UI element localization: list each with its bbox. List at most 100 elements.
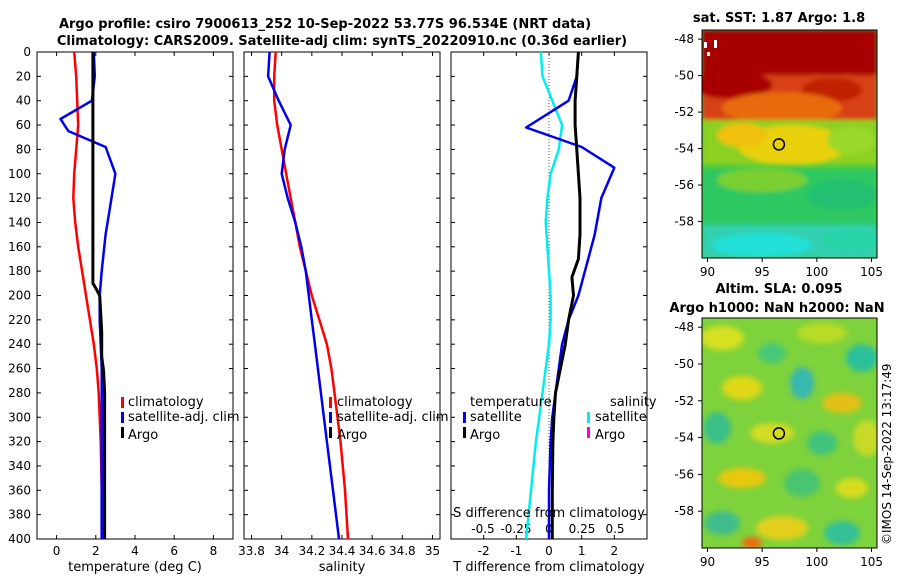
x-tick-label: 34.2 [298,544,325,558]
legend-satellite-swatch [121,412,124,423]
temperature-x-axis: 0 2 4 6 8 [53,52,217,558]
legend-argo-swatch [329,427,332,438]
salinity-series [266,51,350,540]
depth-tick-label: 220 [8,313,31,327]
temperature-xlabel: temperature (deg C) [68,560,202,575]
map-y-tick-label: -50 [674,357,694,371]
difference-panel: -2 -1 0 1 2 -0.5 -0.25 0 0.25 0.5 S difference f… [450,51,657,575]
difference-series [524,51,616,540]
legend-climatology-swatch [329,397,332,408]
x-tick-label: -2 [478,544,490,558]
s-tick-label: 0.25 [569,522,596,536]
legend-argo-swatch [121,427,124,438]
depth-tick-label: 240 [8,337,31,351]
map-y-tick-label: -48 [674,320,694,334]
x-tick-label: 0 [545,544,553,558]
map-x-tick-label: 95 [755,555,770,569]
difference-depth-ticks [451,51,647,540]
depth-tick-label: 140 [8,215,31,229]
x-tick-label: 33.8 [238,544,265,558]
s-tick-label: -0.25 [500,522,531,536]
legend-argo-swatch [463,427,466,438]
sla-heatmap [702,318,877,548]
legend-temperature-heading: temperature [470,395,552,410]
difference-salinity-legend: salinity satellite Argo [587,395,657,443]
depth-tick-label: 160 [8,240,31,254]
map-y-tick-label: -54 [674,431,694,445]
depth-tick-label: 400 [8,532,31,546]
s-tick-label: 0.5 [605,522,624,536]
sst-map-title: sat. SST: 1.87 Argo: 1.8 [693,11,865,26]
sst-heatmap [702,30,877,258]
x-tick-label: 35 [425,544,440,558]
map-y-tick-label: -54 [674,142,694,156]
legend-argo-label: Argo [337,428,367,443]
map-x-tick-label: 105 [860,555,883,569]
salinity-depth-ticks [244,51,440,540]
depth-tick-label: 300 [8,410,31,424]
map-y-tick-label: -56 [674,178,694,192]
depth-tick-label: 80 [16,142,31,156]
salinity-legend: climatology satellite-adj. clim Argo [329,395,449,443]
x-tick-label: 2 [92,544,100,558]
depth-tick-label: 340 [8,459,31,473]
depth-tick-label: 0 [23,45,31,59]
depth-tick-label: 380 [8,508,31,522]
map-x-tick-label: 105 [860,265,883,279]
depth-tick-label: 360 [8,483,31,497]
legend-satellite-swatch [329,412,332,423]
legend-argo-label: Argo [128,428,158,443]
temperature-panel-frame [36,51,234,540]
depth-tick-label: 120 [8,191,31,205]
legend-climatology-label: climatology [128,395,204,410]
depth-tick-label: 280 [8,386,31,400]
series-line-argo [91,52,107,539]
map-x-tick-label: 100 [805,555,828,569]
depth-tick-label: 260 [8,362,31,376]
legend-satellite-label: satellite [470,410,522,425]
series-line-temperature-argo [550,51,582,539]
legend-satellite-swatch [463,412,466,423]
sla-map-panel: Altim. SLA: 0.095 Argo h1000: NaN h2000:… [669,282,884,569]
difference-x-axis: -2 -1 0 1 2 [478,52,618,558]
legend-salinity-satellite-swatch [587,412,590,423]
argo-location-marker [772,138,786,151]
x-tick-label: 6 [170,544,178,558]
series-line-temperature-satellite [524,51,616,539]
legend-argo-label: Argo [470,428,500,443]
map-y-tick-label: -58 [674,504,694,518]
map-x-tick-label: 90 [700,265,715,279]
depth-tick-label: 40 [16,94,31,108]
legend-salinity-heading: salinity [610,395,657,410]
depth-tick-label: 100 [8,167,31,181]
x-tick-label: 34.8 [389,544,416,558]
sst-map-panel: sat. SST: 1.87 Argo: 1.8 [674,11,883,279]
map-y-tick-label: -52 [674,394,694,408]
s-difference-label: S difference from climatology [453,506,645,521]
temperature-panel: 0204060801001201401601802002202402602803… [8,45,240,575]
x-tick-label: 4 [131,544,139,558]
difference-temperature-legend: temperature satellite Argo [463,395,552,443]
legend-salinity-argo-label: Argo [595,428,625,443]
series-line-climatology [272,51,350,540]
x-tick-label: 34 [274,544,289,558]
series-line-satellite-adj-clim [59,51,117,539]
depth-tick-label: 320 [8,435,31,449]
depth-tick-label: 180 [8,264,31,278]
sla-map-title-line2: Argo h1000: NaN h2000: NaN [669,301,884,316]
legend-salinity-argo-swatch [587,427,590,438]
depth-axis: 0 20 40 60 80 100 120 140 160 180 200 220 240 260 280 3… [8,45,233,546]
map-x-tick-label: 100 [805,265,828,279]
series-line-satellite-adj-clim [266,51,341,540]
depth-tick-label: 200 [8,289,31,303]
map-y-tick-label: -50 [674,69,694,83]
depth-tick-label: 60 [16,118,31,132]
map-y-tick-label: -52 [674,105,694,119]
sla-map-frame [701,317,878,549]
sst-map-x-axis: 90 95 100 105 [700,258,883,279]
sst-map-frame [701,29,878,259]
sla-map-y-axis: -48 -50 -52 -54 -56 -58 [674,320,702,518]
salinity-xlabel: salinity [319,560,366,575]
s-tick-label: -0.5 [471,522,494,536]
